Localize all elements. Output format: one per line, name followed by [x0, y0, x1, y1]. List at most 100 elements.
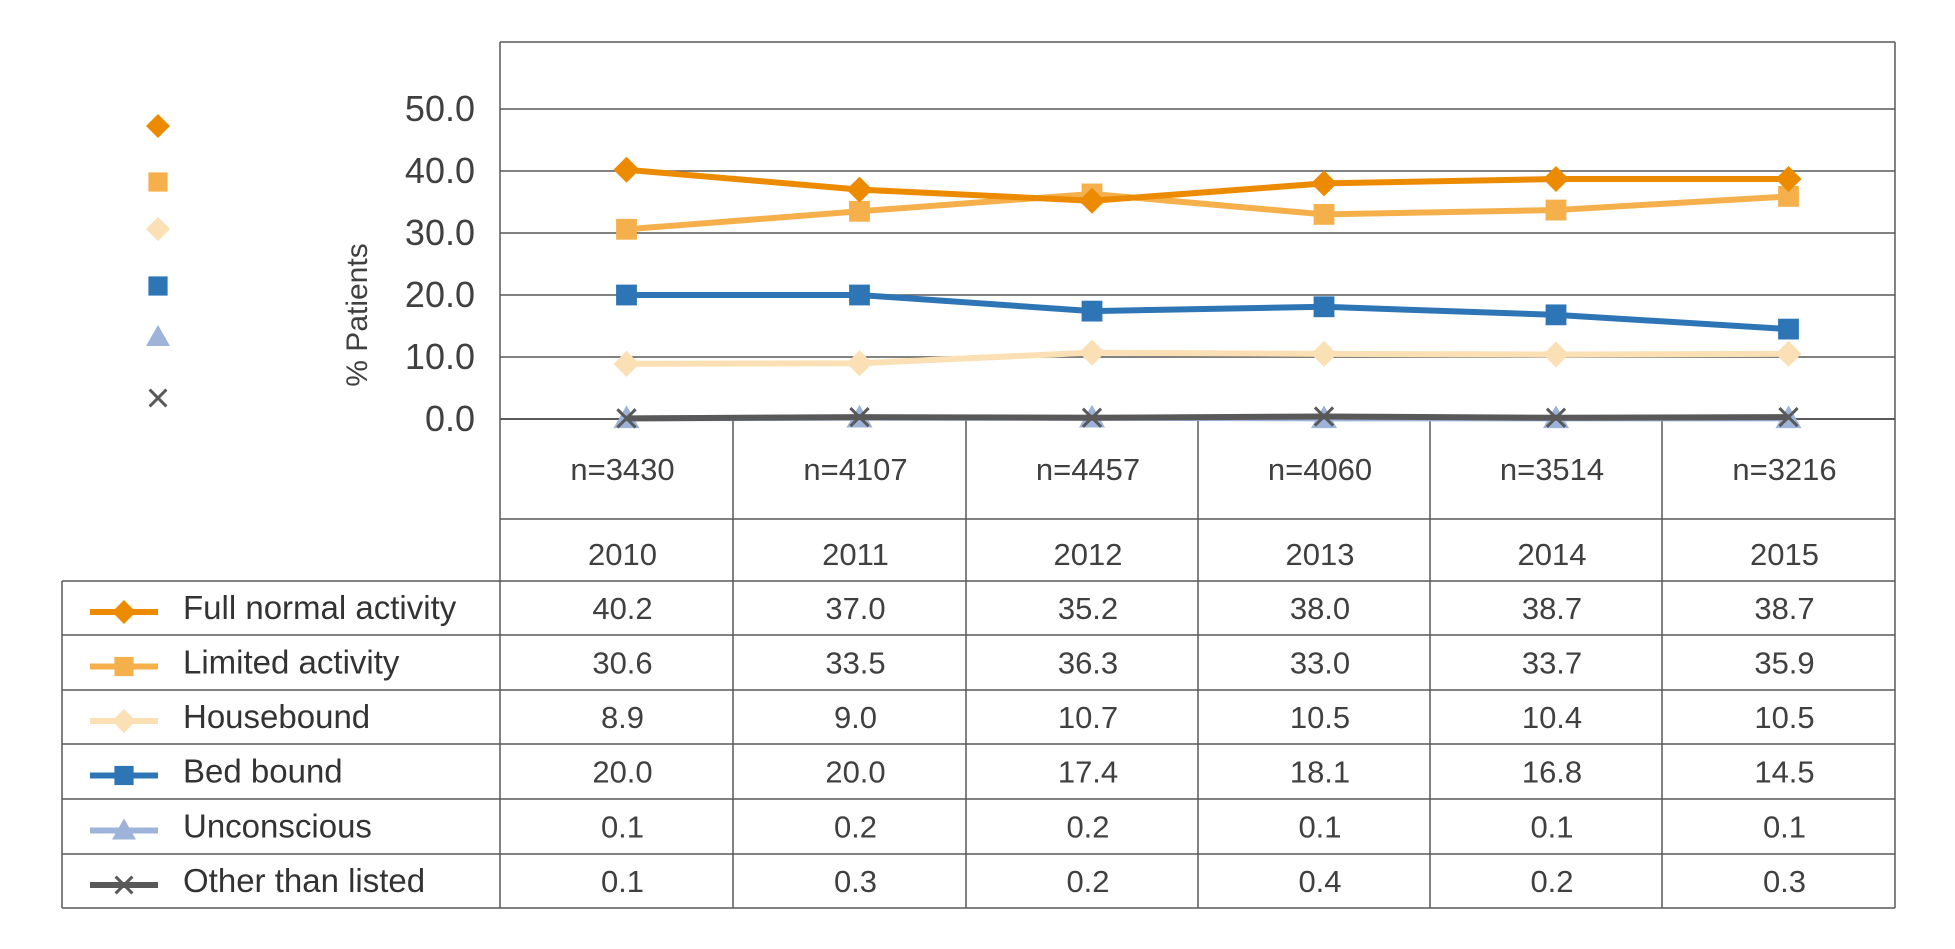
data-table: n=3430 n=4107 n=4457 n=4060 n=3514 n=3216 2010… [61, 419, 1895, 909]
series-label: Unconscious [183, 808, 372, 845]
data-point [1543, 166, 1569, 193]
data-point [1313, 296, 1335, 318]
data-point [1081, 300, 1103, 322]
data-point [616, 284, 637, 306]
data-point [1545, 199, 1567, 221]
y-tick-label: 40.0 [405, 150, 475, 191]
data-label: 38.7 [1522, 591, 1582, 626]
y-tick-label: 10.0 [405, 336, 475, 377]
data-label: 0.2 [834, 810, 877, 845]
data-point [1079, 187, 1105, 214]
series-line [626, 292, 1789, 333]
data-label: 0.4 [1298, 864, 1341, 899]
y-tick-label: 0.0 [425, 398, 475, 439]
n-label: n=3216 [1732, 452, 1836, 487]
n-label: n=3430 [570, 452, 674, 487]
series-line [626, 349, 1789, 367]
data-point [846, 350, 873, 377]
data-label: 0.1 [601, 810, 644, 845]
data-label: 0.2 [1530, 864, 1573, 899]
table-row: Bed bound 20.0 20.0 17.4 18.1 16.8 14.5 [90, 753, 1815, 790]
data-label: 30.6 [592, 646, 652, 681]
legend-marker [148, 172, 168, 192]
data-label: 0.2 [1066, 810, 1109, 845]
data-label: 10.5 [1290, 700, 1350, 735]
data-point [1778, 186, 1799, 207]
y-tick-label: 20.0 [405, 274, 475, 315]
row-legend-marker [112, 818, 136, 840]
table-row: Unconscious 0.1 0.2 0.2 0.1 0.1 0.1 [90, 808, 1806, 845]
legend-marker [146, 325, 170, 346]
series-label: Other than listed [183, 862, 425, 899]
y-axis: % Patients 0.0 10.0 20.0 30.0 40.0 50.0 [341, 88, 475, 439]
data-label: 10.7 [1058, 700, 1118, 735]
row-legend-marker [114, 765, 134, 786]
data-label: 16.8 [1522, 755, 1582, 790]
data-point [1313, 204, 1335, 225]
y-tick-label: 30.0 [405, 212, 475, 253]
table-row: Limited activity 30.6 33.5 36.3 33.0 33.7 35.9 [90, 644, 1815, 681]
data-label: 0.1 [1298, 810, 1341, 845]
data-label: 33.5 [825, 646, 885, 681]
data-point [1778, 318, 1799, 340]
data-point-stroke-b [1545, 407, 1567, 428]
data-label: 9.0 [834, 700, 877, 735]
data-label: 10.4 [1522, 700, 1582, 735]
data-point [1311, 340, 1337, 367]
legend-marker [148, 276, 168, 296]
data-point [1311, 170, 1337, 197]
data-point [1543, 341, 1569, 368]
data-point [849, 200, 870, 222]
year-label: 2013 [1286, 537, 1355, 572]
data-label: 38.0 [1290, 591, 1350, 626]
data-point [616, 218, 637, 240]
data-label: 14.5 [1754, 755, 1814, 790]
data-point [846, 176, 873, 203]
data-point [613, 156, 640, 183]
series-label: Limited activity [183, 644, 400, 681]
data-label: 40.2 [592, 591, 652, 626]
series-line [626, 166, 1789, 204]
y-tick-label: 50.0 [405, 88, 475, 129]
data-point [1545, 304, 1567, 326]
series-line [626, 190, 1789, 233]
series-full-normal-activity [613, 156, 1802, 214]
data-point-stroke-b [616, 408, 637, 429]
data-point [1079, 339, 1105, 366]
data-label: 8.9 [601, 700, 644, 735]
data-label: 10.5 [1754, 700, 1814, 735]
series-lines [500, 156, 1895, 429]
legend-marker-stroke-b [148, 388, 168, 408]
series-bed-bound [616, 284, 1799, 340]
year-label: 2014 [1518, 537, 1587, 572]
data-label: 33.7 [1522, 646, 1582, 681]
data-label: 35.9 [1754, 646, 1814, 681]
legend-marker [146, 114, 170, 138]
n-label: n=4457 [1036, 452, 1140, 487]
data-point-stroke-b [1778, 406, 1799, 428]
series-line [626, 413, 1789, 422]
year-label: 2010 [588, 537, 657, 572]
data-label: 0.1 [1763, 810, 1806, 845]
data-label: 33.0 [1290, 646, 1350, 681]
row-legend-marker-stroke-b [114, 875, 134, 895]
data-label: 17.4 [1058, 755, 1118, 790]
series-label: Full normal activity [183, 589, 457, 626]
n-label: n=3514 [1500, 452, 1604, 487]
data-label: 0.3 [1763, 864, 1806, 899]
data-point-stroke-b [1313, 406, 1335, 427]
data-point [1775, 340, 1802, 367]
row-legend-marker [112, 709, 136, 733]
row-legend-marker [112, 600, 136, 624]
year-label: 2012 [1054, 537, 1123, 572]
legend-marker [146, 217, 170, 241]
data-point-stroke-b [849, 406, 870, 428]
data-label: 0.1 [1530, 810, 1573, 845]
data-label: 37.0 [825, 591, 885, 626]
marker-legend [146, 114, 170, 408]
data-label: 36.3 [1058, 646, 1118, 681]
data-label: 18.1 [1290, 755, 1350, 790]
data-label: 0.1 [601, 864, 644, 899]
